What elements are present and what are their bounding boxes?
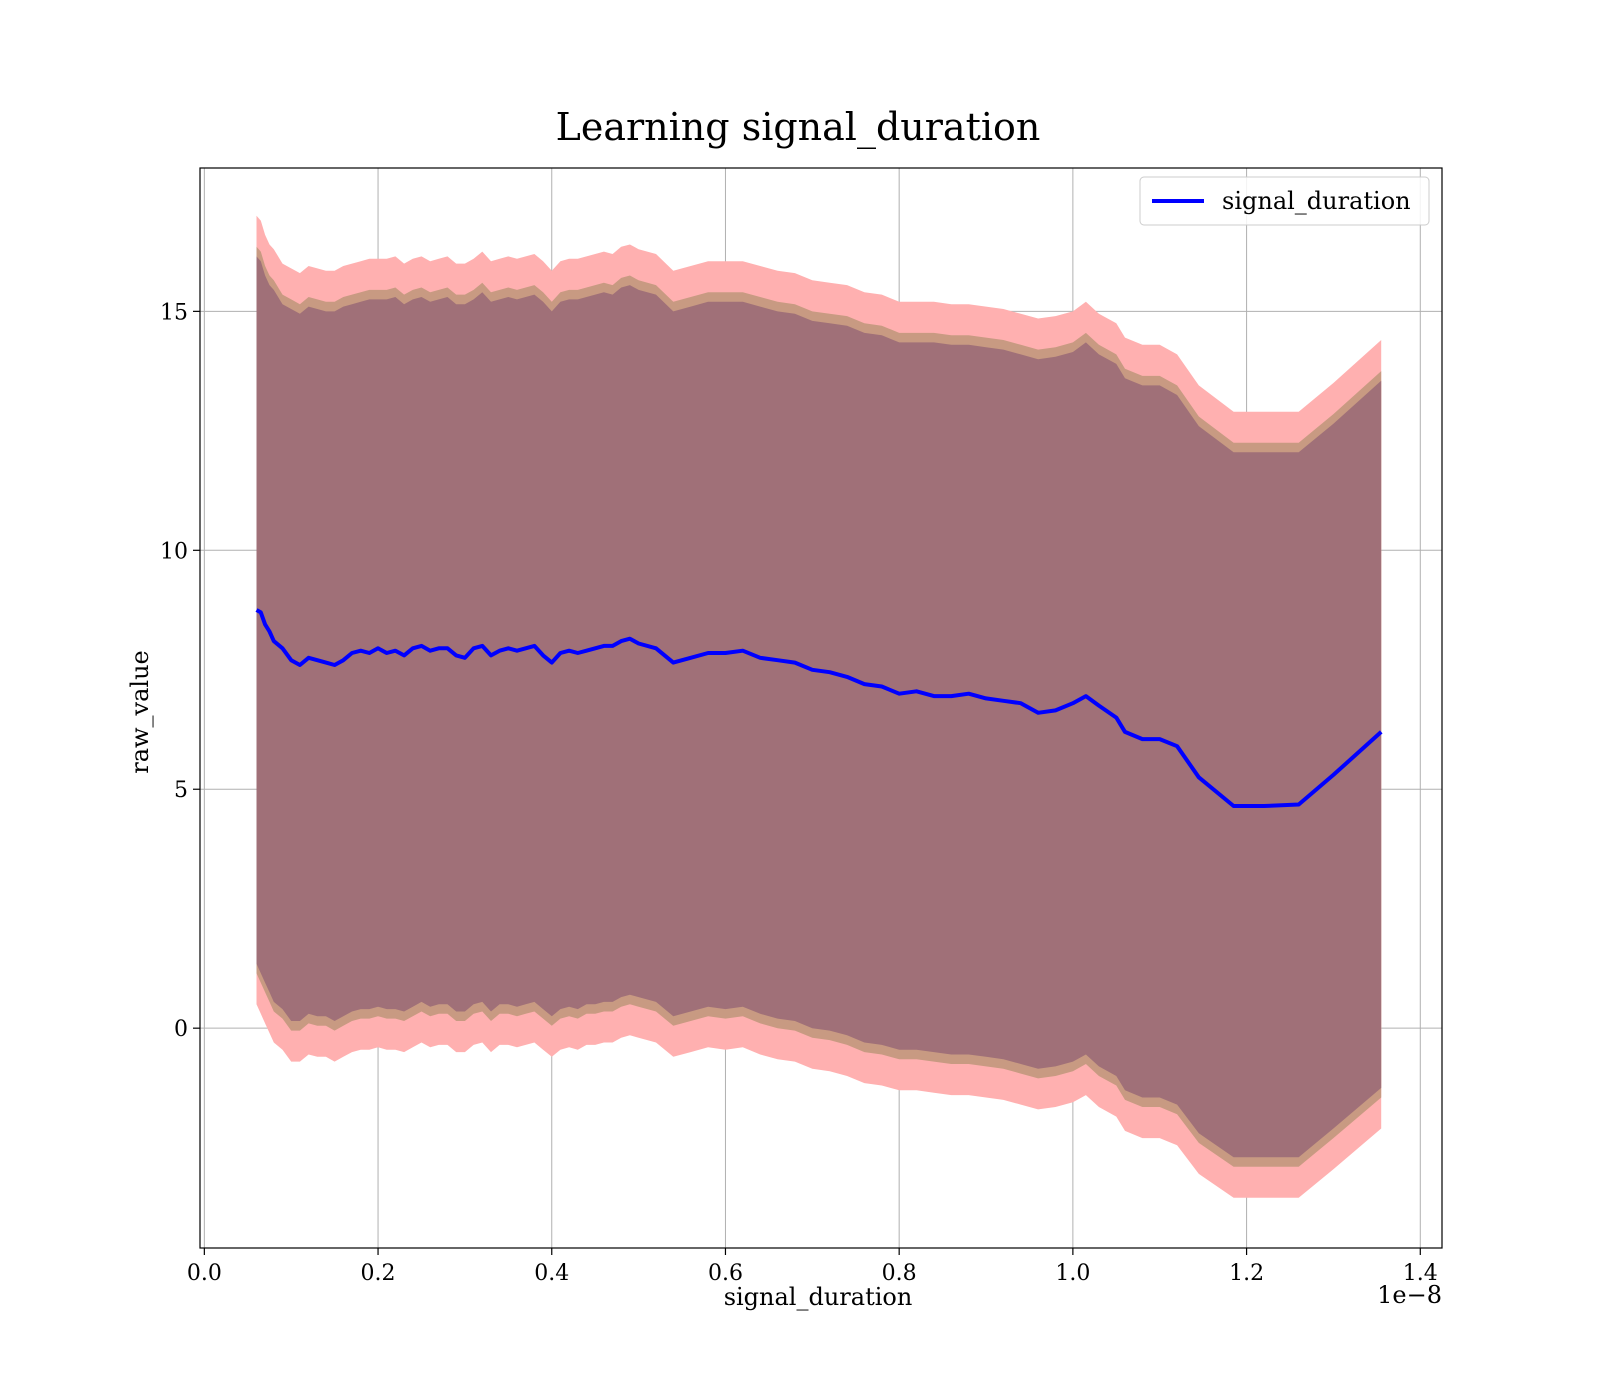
- legend-box: [1139, 176, 1430, 226]
- x-tick-label: 1.2: [1229, 1261, 1264, 1286]
- y-axis-label: raw_value: [126, 650, 154, 774]
- plot-frame: [199, 167, 1443, 1249]
- x-tick-label: 0.2: [361, 1261, 396, 1286]
- x-tick-label: 0.0: [187, 1261, 222, 1286]
- x-tick-label: 1.0: [1055, 1261, 1090, 1286]
- chart-title: Learning signal_duration: [556, 105, 1041, 150]
- confidence-bands: [256, 215, 1382, 1198]
- x-tick-label: 1.4: [1403, 1261, 1438, 1286]
- legend-label-signal-duration: signal_duration: [1222, 187, 1411, 215]
- y-tick-label: 15: [160, 300, 188, 325]
- x-tick-label: 0.8: [882, 1261, 917, 1286]
- y-tick-label: 5: [174, 778, 188, 803]
- x-axis-ticks: 0.0 0.2 0.4 0.6 0.8 1.0 1.2 1.4: [187, 1248, 1438, 1286]
- series-lines: [255, 608, 1383, 808]
- inner-confidence-band: [256, 256, 1382, 1158]
- x-axis-offset-label: 1e−8: [1377, 1281, 1442, 1309]
- x-axis-label: signal_duration: [724, 1283, 913, 1311]
- y-tick-label: 10: [160, 539, 188, 564]
- y-axis-ticks: 0 5 10 15: [160, 300, 200, 1042]
- x-tick-label: 0.4: [534, 1261, 569, 1286]
- legend: signal_duration: [1139, 176, 1430, 226]
- y-tick-label: 0: [174, 1017, 188, 1042]
- x-tick-label: 0.6: [708, 1261, 743, 1286]
- series-line-signal-duration: [255, 608, 1383, 808]
